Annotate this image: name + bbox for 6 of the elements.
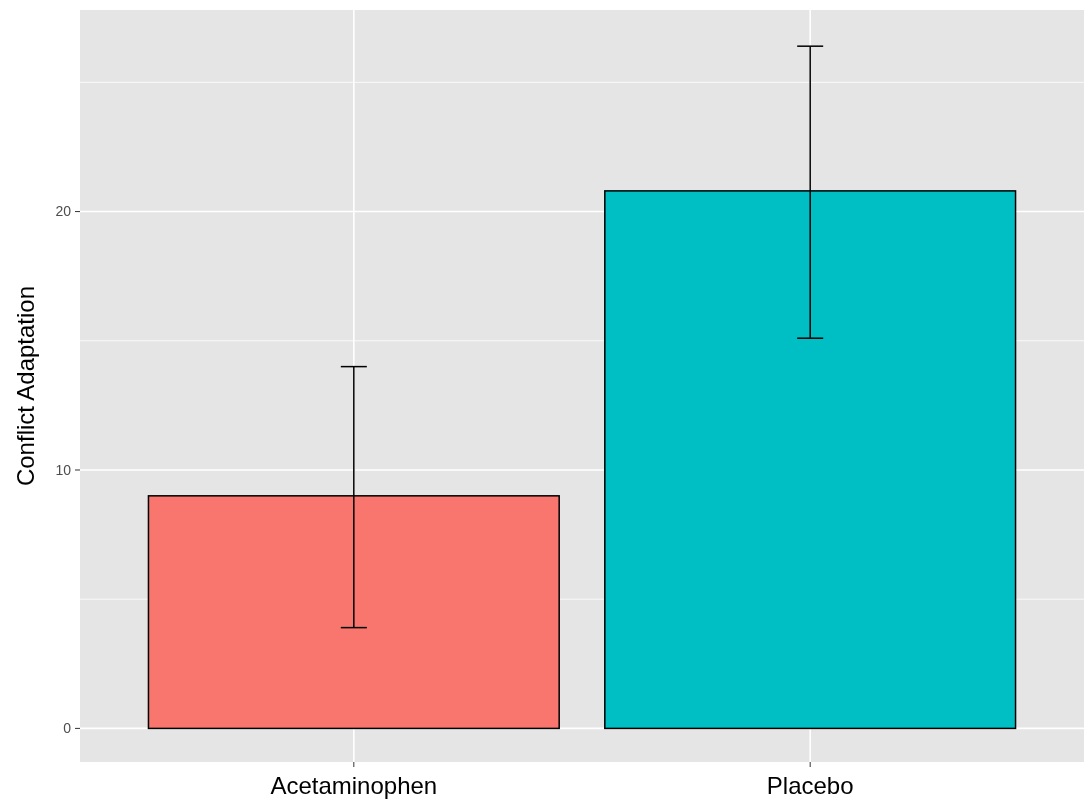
y-tick-label: 0 — [63, 720, 72, 737]
y-axis-title: Conflict Adaptation — [12, 285, 39, 487]
y-tick-label: 10 — [55, 461, 72, 478]
x-tick-label: Acetaminophen — [270, 772, 438, 799]
x-tick-label: Placebo — [766, 772, 854, 799]
y-tick-label: 20 — [55, 203, 72, 220]
